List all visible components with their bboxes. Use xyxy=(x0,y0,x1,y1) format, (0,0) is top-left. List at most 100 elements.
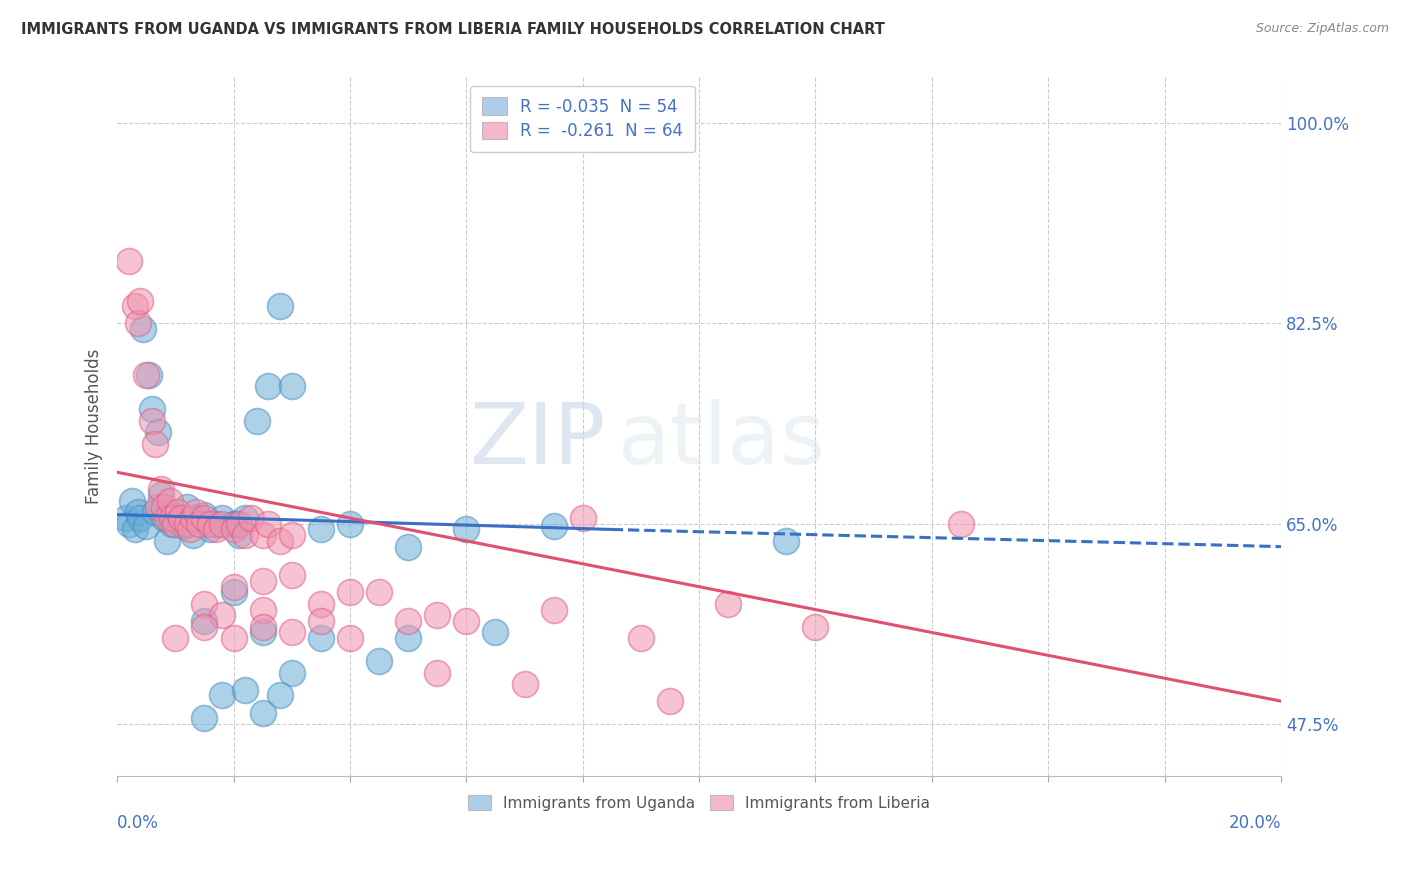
Point xyxy=(484,826,506,840)
Point xyxy=(200,516,222,531)
Point xyxy=(143,505,166,519)
Point xyxy=(193,620,215,634)
Point xyxy=(717,597,740,611)
Point xyxy=(775,533,797,548)
Point xyxy=(167,505,190,519)
Point xyxy=(222,516,245,531)
Point xyxy=(269,299,291,313)
Point xyxy=(205,516,228,531)
Point xyxy=(269,689,291,703)
Point xyxy=(252,625,274,640)
Point xyxy=(222,580,245,594)
Text: ZIP: ZIP xyxy=(470,399,606,482)
Point xyxy=(513,677,536,691)
Point xyxy=(115,511,138,525)
Point xyxy=(135,368,157,382)
Point xyxy=(339,516,361,531)
Point xyxy=(181,528,204,542)
Point xyxy=(396,614,419,628)
Point xyxy=(659,694,682,708)
Point xyxy=(156,511,179,525)
Point xyxy=(146,500,169,514)
Point xyxy=(368,585,391,599)
Point xyxy=(159,494,181,508)
Point xyxy=(257,379,280,393)
Point xyxy=(281,379,304,393)
Point xyxy=(252,602,274,616)
Point xyxy=(118,516,141,531)
Point xyxy=(228,516,250,531)
Point xyxy=(170,511,193,525)
Point xyxy=(339,631,361,645)
Point xyxy=(309,597,332,611)
Point xyxy=(257,516,280,531)
Point xyxy=(211,689,233,703)
Point xyxy=(193,597,215,611)
Point xyxy=(222,631,245,645)
Point xyxy=(187,511,209,525)
Point xyxy=(193,614,215,628)
Point xyxy=(309,631,332,645)
Point xyxy=(146,425,169,440)
Point xyxy=(240,511,263,525)
Point xyxy=(162,511,184,525)
Point xyxy=(804,620,827,634)
Point xyxy=(127,505,149,519)
Point xyxy=(156,533,179,548)
Point xyxy=(309,614,332,628)
Point xyxy=(252,528,274,542)
Point xyxy=(233,511,256,525)
Point xyxy=(269,533,291,548)
Point xyxy=(309,523,332,537)
Point xyxy=(228,528,250,542)
Point xyxy=(132,322,155,336)
Point xyxy=(396,540,419,554)
Point xyxy=(252,706,274,720)
Point xyxy=(211,516,233,531)
Legend: Immigrants from Uganda, Immigrants from Liberia: Immigrants from Uganda, Immigrants from … xyxy=(461,789,936,817)
Point xyxy=(121,494,143,508)
Point xyxy=(143,436,166,450)
Point xyxy=(205,523,228,537)
Point xyxy=(233,682,256,697)
Point xyxy=(165,516,187,531)
Text: atlas: atlas xyxy=(617,399,825,482)
Point xyxy=(630,631,652,645)
Point xyxy=(162,516,184,531)
Point xyxy=(149,488,172,502)
Point xyxy=(124,523,146,537)
Point xyxy=(181,511,204,525)
Point xyxy=(152,511,174,525)
Point xyxy=(184,505,207,519)
Point xyxy=(571,511,593,525)
Point xyxy=(252,574,274,588)
Point xyxy=(949,516,972,531)
Point xyxy=(193,511,215,525)
Point xyxy=(281,665,304,680)
Point xyxy=(159,505,181,519)
Point xyxy=(233,528,256,542)
Point xyxy=(118,253,141,268)
Point xyxy=(149,483,172,497)
Point xyxy=(281,625,304,640)
Text: 0.0%: 0.0% xyxy=(117,814,159,832)
Point xyxy=(173,519,195,533)
Point xyxy=(187,516,209,531)
Point xyxy=(211,511,233,525)
Point xyxy=(152,500,174,514)
Point xyxy=(368,654,391,668)
Point xyxy=(222,516,245,531)
Point xyxy=(281,528,304,542)
Point xyxy=(211,608,233,623)
Point xyxy=(138,368,160,382)
Point xyxy=(179,523,201,537)
Point xyxy=(165,511,187,525)
Point xyxy=(129,293,152,308)
Point xyxy=(200,523,222,537)
Point xyxy=(456,523,478,537)
Point xyxy=(141,414,163,428)
Point xyxy=(246,414,269,428)
Text: 20.0%: 20.0% xyxy=(1229,814,1281,832)
Point xyxy=(281,568,304,582)
Point xyxy=(129,511,152,525)
